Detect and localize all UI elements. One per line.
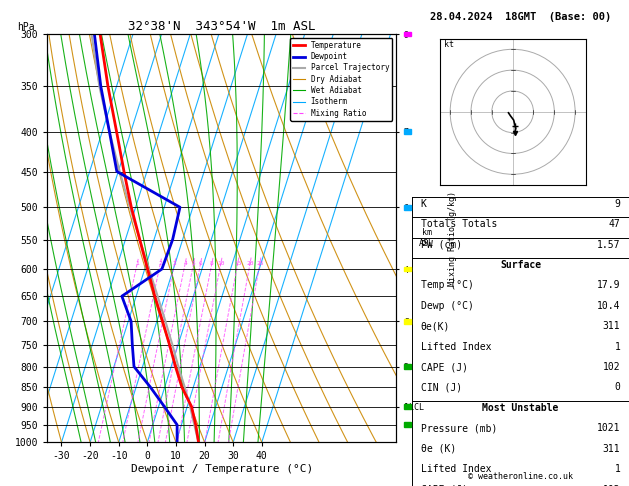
Text: Surface: Surface — [500, 260, 541, 271]
Legend: Temperature, Dewpoint, Parcel Trajectory, Dry Adiabat, Wet Adiabat, Isotherm, Mi: Temperature, Dewpoint, Parcel Trajectory… — [290, 38, 392, 121]
Text: 311: 311 — [603, 444, 620, 454]
Text: 28.04.2024  18GMT  (Base: 00): 28.04.2024 18GMT (Base: 00) — [430, 12, 611, 22]
Text: © weatheronline.co.uk: © weatheronline.co.uk — [468, 472, 573, 481]
Text: Pressure (mb): Pressure (mb) — [421, 423, 497, 434]
Text: 102: 102 — [603, 362, 620, 372]
Text: Lifted Index: Lifted Index — [421, 464, 491, 474]
Text: Totals Totals: Totals Totals — [421, 219, 497, 229]
Text: 0: 0 — [615, 382, 620, 393]
Text: 10: 10 — [217, 261, 225, 266]
Y-axis label: km
ASL: km ASL — [419, 228, 434, 248]
Text: 1: 1 — [615, 464, 620, 474]
Text: CAPE (J): CAPE (J) — [421, 485, 468, 486]
Text: 15: 15 — [234, 261, 242, 266]
Text: CIN (J): CIN (J) — [421, 382, 462, 393]
Text: 2: 2 — [159, 261, 162, 266]
Text: θe (K): θe (K) — [421, 444, 456, 454]
Text: 5: 5 — [192, 261, 196, 266]
Text: 47: 47 — [609, 219, 620, 229]
Text: θe(K): θe(K) — [421, 321, 450, 331]
Text: 6: 6 — [199, 261, 203, 266]
Text: 1.57: 1.57 — [597, 240, 620, 250]
Text: 3: 3 — [173, 261, 177, 266]
Text: Lifted Index: Lifted Index — [421, 342, 491, 352]
Text: 102: 102 — [603, 485, 620, 486]
Text: Dewp (°C): Dewp (°C) — [421, 301, 474, 311]
Text: Mixing Ratio (g/kg): Mixing Ratio (g/kg) — [448, 191, 457, 286]
X-axis label: Dewpoint / Temperature (°C): Dewpoint / Temperature (°C) — [131, 464, 313, 474]
Text: 1: 1 — [615, 342, 620, 352]
Text: 4: 4 — [183, 261, 187, 266]
Text: 20: 20 — [247, 261, 254, 266]
Text: 9: 9 — [615, 199, 620, 209]
Text: 1021: 1021 — [597, 423, 620, 434]
Text: hPa: hPa — [18, 22, 35, 32]
Text: Most Unstable: Most Unstable — [482, 403, 559, 414]
Text: 1: 1 — [135, 261, 139, 266]
Text: Temp (°C): Temp (°C) — [421, 280, 474, 291]
Text: 311: 311 — [603, 321, 620, 331]
Text: K: K — [421, 199, 426, 209]
Text: 17.9: 17.9 — [597, 280, 620, 291]
Text: kt: kt — [444, 40, 454, 49]
Text: 10.4: 10.4 — [597, 301, 620, 311]
Text: PW (cm): PW (cm) — [421, 240, 462, 250]
Text: CAPE (J): CAPE (J) — [421, 362, 468, 372]
Text: 25: 25 — [256, 261, 264, 266]
Title: 32°38'N  343°54'W  1m ASL: 32°38'N 343°54'W 1m ASL — [128, 20, 316, 33]
Text: 8: 8 — [210, 261, 214, 266]
